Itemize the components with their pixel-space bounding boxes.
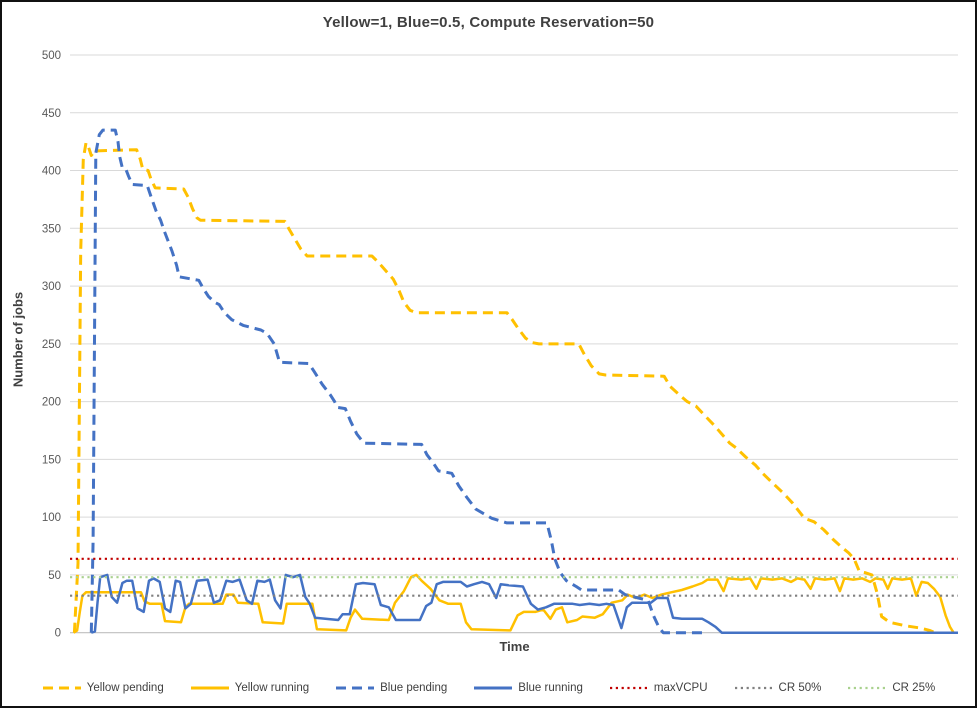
- chart-title: Yellow=1, Blue=0.5, Compute Reservation=…: [322, 14, 655, 31]
- legend-item-cr-25-: CR 25%: [847, 682, 935, 694]
- y-tick-label: 150: [42, 454, 61, 466]
- x-axis-title: Time: [499, 639, 530, 654]
- y-tick-label: 400: [42, 166, 61, 178]
- series-yellow-running: [72, 573, 955, 634]
- legend-item-maxvcpu: maxVCPU: [609, 682, 708, 694]
- legend-item-cr-50-: CR 50%: [734, 682, 822, 694]
- y-tick-label: 450: [42, 108, 61, 120]
- series-blue-pending: [89, 128, 707, 635]
- legend-label: CR 50%: [778, 682, 822, 694]
- y-tick-label: 250: [42, 339, 61, 351]
- legend-marker-dashed-icon: [336, 686, 375, 690]
- y-tick-label: 500: [42, 50, 61, 62]
- legend-marker-solid-icon: [474, 686, 513, 690]
- y-tick-label: 300: [42, 281, 61, 293]
- legend: Yellow pending Yellow running Blue pending…: [2, 682, 975, 694]
- y-tick-label: 0: [55, 628, 61, 640]
- plot-area: 0 50 100 150 200 250 300 350 400 450 500: [42, 50, 958, 640]
- legend-marker-solid-icon: [190, 686, 229, 690]
- legend-item-blue-running: Blue running: [473, 682, 583, 694]
- legend-label: Yellow running: [234, 682, 310, 694]
- legend-label: CR 25%: [892, 682, 936, 694]
- legend-marker-dotted-icon: [734, 686, 773, 690]
- legend-item-yellow-running: Yellow running: [190, 682, 309, 694]
- y-tick-label: 100: [42, 512, 61, 524]
- y-tick-label: 350: [42, 223, 61, 235]
- y-tick-label: 50: [48, 570, 61, 582]
- legend-label: Yellow pending: [86, 682, 164, 694]
- legend-marker-dashed-icon: [42, 686, 81, 690]
- y-tick-label: 200: [42, 397, 61, 409]
- legend-label: maxVCPU: [653, 682, 708, 694]
- series-yellow-pending: [72, 141, 936, 635]
- series-blue-running: [90, 573, 958, 634]
- legend-item-yellow-pending: Yellow pending: [42, 682, 164, 694]
- legend-item-blue-pending: Blue pending: [335, 682, 447, 694]
- legend-marker-dotted-icon: [609, 686, 648, 690]
- legend-label: Blue pending: [380, 682, 448, 694]
- legend-marker-dotted-icon: [848, 686, 887, 690]
- legend-label: Blue running: [518, 682, 583, 694]
